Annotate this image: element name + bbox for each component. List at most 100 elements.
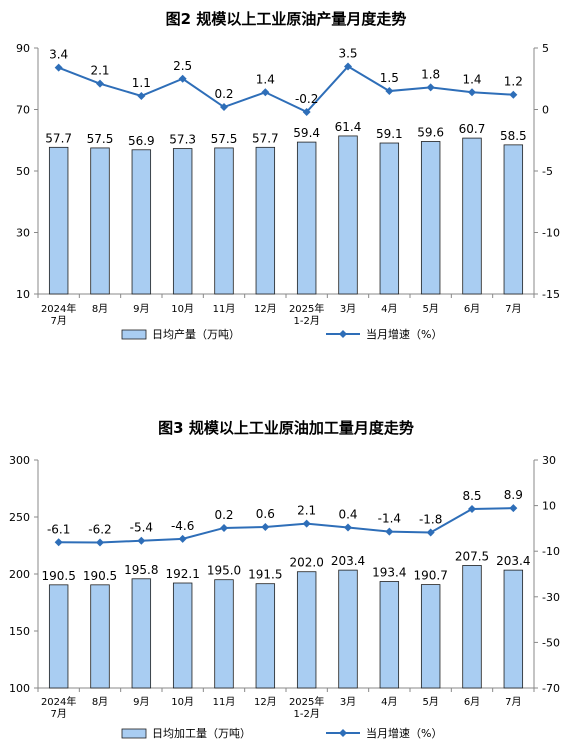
growth-data-label: 0.2 [214, 508, 233, 522]
x-tick-label: 1-2月 [293, 315, 319, 327]
legend-bar-swatch [121, 329, 147, 340]
y-left-tick-label: 150 [9, 625, 30, 638]
y-right-tick-label: 0 [542, 104, 549, 117]
x-tick-label: 9月 [133, 303, 149, 315]
growth-data-label: 1.2 [504, 75, 523, 89]
bar-data-label: 58.5 [500, 129, 527, 143]
y-left-tick-label: 10 [16, 288, 30, 301]
bar-data-label: 57.5 [211, 132, 238, 146]
y-right-tick-label: -50 [542, 636, 560, 649]
bar [131, 578, 152, 689]
growth-line [58, 65, 514, 114]
bar [462, 137, 482, 295]
bar [48, 146, 69, 295]
growth-point [261, 523, 270, 532]
bar-data-label: 61.4 [335, 120, 362, 134]
bar-data-label: 59.6 [417, 125, 444, 139]
x-tick-label: 9月 [133, 696, 149, 708]
legend-line-label: 当月增速（%） [366, 726, 442, 740]
growth-point [344, 62, 352, 71]
growth-point [509, 90, 518, 99]
bar [255, 583, 276, 689]
bar-data-label: 190.5 [83, 569, 117, 583]
growth-data-label: 1.8 [421, 67, 440, 81]
bar [379, 581, 400, 689]
legend-bar-label: 日均产量（万吨） [152, 327, 240, 341]
x-tick-label: 11月 [213, 696, 236, 708]
y-right-tick-label: -30 [542, 591, 560, 604]
x-tick-label: 4月 [381, 303, 397, 315]
growth-data-label: 8.5 [462, 489, 481, 503]
bar [255, 146, 276, 295]
growth-line [58, 507, 514, 544]
legend-line-marker [339, 729, 347, 737]
y-right-tick-label: -5 [542, 165, 553, 178]
y-left-tick-label: 200 [9, 568, 30, 581]
growth-data-label: 0.4 [338, 507, 357, 521]
bar [420, 584, 441, 689]
growth-data-label: -6.2 [88, 523, 111, 537]
y-right-tick-label: -10 [542, 545, 560, 558]
bar-data-label: 57.7 [45, 131, 72, 145]
bar [172, 148, 193, 295]
growth-data-label: -1.4 [378, 512, 401, 526]
bar-data-label: 195.0 [207, 564, 241, 578]
bar-data-label: 203.4 [496, 554, 530, 568]
bar-data-label: 202.0 [289, 556, 323, 570]
growth-point [509, 504, 518, 513]
growth-point [426, 528, 435, 537]
x-tick-label: 5月 [422, 303, 438, 315]
x-tick-label: 7月 [505, 696, 521, 708]
growth-data-label: 8.9 [504, 488, 523, 502]
legend-bar-label: 日均加工量（万吨） [152, 727, 251, 740]
x-tick-label: 4月 [381, 696, 397, 708]
bar [131, 149, 152, 295]
growth-point [468, 505, 476, 514]
bar [172, 582, 193, 689]
bar [338, 569, 358, 689]
chart-2: 图2 规模以上工业原油产量月度走势 10 30 50 70 90 -15 -10 -5 0 5 202… [16, 10, 560, 341]
x-tick-label: 10月 [171, 696, 194, 708]
growth-data-label: 1.4 [462, 72, 481, 86]
growth-data-label: -6.1 [47, 522, 70, 536]
legend-line-marker [339, 330, 347, 338]
growth-point [96, 79, 104, 88]
bar-data-label: 190.5 [41, 569, 75, 583]
y-right-tick-label: 30 [542, 454, 556, 467]
x-tick-label: 5月 [422, 696, 438, 708]
growth-data-label: 2.1 [90, 64, 109, 78]
growth-data-label: 1.1 [132, 76, 151, 90]
growth-point [178, 534, 187, 543]
chart-3: 图3 规模以上工业原油加工量月度走势 100 150 200 250 300 -70 -50 -… [9, 419, 560, 740]
bar-data-label: 191.5 [248, 568, 282, 582]
bar [296, 141, 317, 295]
x-tick-label: 2025年 [289, 695, 324, 708]
growth-point [220, 523, 228, 532]
bar-data-label: 60.7 [459, 122, 486, 136]
growth-point [385, 527, 394, 536]
chart-title: 图3 规模以上工业原油加工量月度走势 [158, 419, 414, 437]
bar [214, 579, 234, 689]
growth-data-label: 0.2 [214, 87, 233, 101]
y-right-tick-label: -10 [542, 227, 560, 240]
bar-data-label: 190.7 [413, 569, 447, 583]
bar-data-label: 192.1 [165, 567, 199, 581]
y-left-tick-label: 300 [9, 454, 30, 467]
x-tick-label: 7月 [505, 303, 521, 315]
growth-point [54, 538, 63, 547]
growth-point [220, 103, 228, 112]
bar [90, 584, 110, 689]
y-right-tick-label: -70 [542, 682, 560, 695]
growth-point [468, 88, 476, 97]
bar [420, 141, 441, 295]
y-left-tick-label: 70 [16, 104, 30, 117]
bar-data-label: 203.4 [331, 554, 365, 568]
x-tick-label: 3月 [340, 303, 356, 315]
y-left-tick-label: 90 [16, 42, 30, 55]
x-tick-label: 7月 [50, 708, 66, 720]
x-tick-label: 2025年 [289, 302, 324, 315]
growth-point [426, 83, 435, 92]
legend-line-label: 当月增速（%） [366, 327, 442, 341]
